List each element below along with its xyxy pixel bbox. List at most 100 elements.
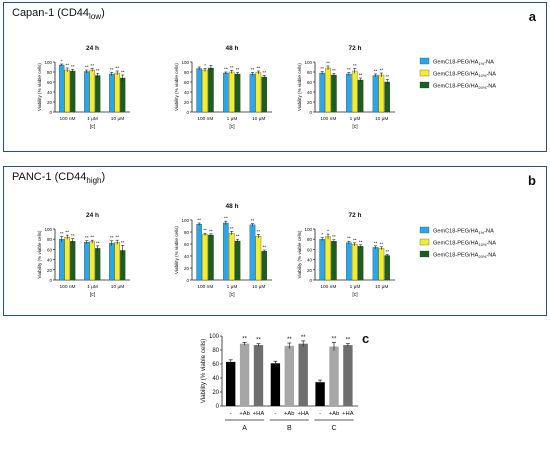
y-tick-label: 80 <box>307 237 313 242</box>
significance-label: ** <box>209 228 213 234</box>
y-tick-label: 80 <box>47 237 53 242</box>
legend-swatch <box>419 69 430 77</box>
panel-b-title: PANC-1 (CD44high) <box>12 171 106 186</box>
significance-label: ** <box>236 234 240 240</box>
bar <box>249 73 256 113</box>
bar <box>64 69 70 113</box>
significance-label: ** <box>230 226 234 232</box>
legend-panel-b: GemC18-PEG/HA1%-NA GemC18-PEG/HA10%-NA Gem… <box>419 226 496 259</box>
significance-label: ** <box>230 65 234 71</box>
significance-label: ** <box>287 337 292 343</box>
significance-label: ** <box>224 216 228 222</box>
bar <box>372 75 379 113</box>
legend-label: GemC18-PEG/HA10%-NA <box>433 72 496 79</box>
bar <box>84 242 90 281</box>
significance-label: ** <box>85 235 89 241</box>
bar <box>70 241 76 281</box>
bar <box>228 71 235 113</box>
x-tick-label: 10 μM <box>375 116 388 122</box>
bar <box>357 79 364 113</box>
significance-label: ** <box>332 234 336 240</box>
bar <box>343 345 353 406</box>
significance-label: ** <box>90 235 94 241</box>
bar <box>239 343 250 406</box>
x-tick-label: 1 μM <box>87 284 98 290</box>
bar <box>223 222 229 281</box>
y-tick-label: 60 <box>307 80 313 85</box>
y-axis-label: Viability (% viable cells) <box>200 339 207 404</box>
legend-swatch <box>419 250 430 258</box>
panel-a-label: a <box>528 9 536 24</box>
y-tick-label: 20 <box>47 100 53 105</box>
y-tick-label: 100 <box>181 60 189 65</box>
y-tick-label: 80 <box>47 70 53 75</box>
bar <box>384 81 391 113</box>
y-tick-label: 100 <box>44 227 52 232</box>
y-tick-label: 60 <box>47 247 53 252</box>
bar <box>109 243 115 281</box>
x-tick-label: 100 nM <box>197 284 213 290</box>
bar <box>346 242 352 281</box>
bar <box>298 343 308 406</box>
bar <box>325 67 331 113</box>
legend-label: GemC18-PEG/HA1%-NA <box>433 229 494 236</box>
bar <box>202 234 208 281</box>
x-tick-label: 1 μM <box>227 116 238 122</box>
significance-label: ** <box>60 231 64 237</box>
bar <box>208 234 214 281</box>
significance-label: ** <box>326 61 330 67</box>
chart-b48: 0 20 40 60 80 100 48 h Viability (% viable cell… <box>174 203 272 298</box>
significance-label: ** <box>242 336 247 342</box>
x-tick-label: 1 μM <box>87 116 98 122</box>
significance-label: ** <box>110 67 114 73</box>
bar <box>351 70 358 113</box>
y-tick-label: 60 <box>184 242 190 247</box>
chart-a48: 0 20 40 60 80 100 48 h Viability (% viable cell… <box>174 45 272 130</box>
x-axis-label: [c] <box>229 292 235 298</box>
x-tick-label: 100 nM <box>320 284 336 290</box>
significance-label: ** <box>65 63 69 69</box>
significance-label: ** <box>197 218 201 224</box>
y-tick-label: 20 <box>184 266 190 271</box>
significance-label: ** <box>110 235 114 241</box>
significance-label: * <box>321 232 323 238</box>
legend-label: GemC18-PEG/HA10%-NA <box>433 241 496 248</box>
bar <box>319 72 325 113</box>
significance-label: ** <box>65 230 69 236</box>
bar <box>59 239 65 281</box>
bar <box>378 248 385 281</box>
y-tick-label: 100 <box>181 218 189 223</box>
significance-label: ** <box>121 70 125 76</box>
significance-label: * <box>61 59 63 65</box>
significance-label: ** <box>301 335 306 341</box>
significance-label: ** <box>251 67 255 73</box>
significance-label: ** <box>121 240 125 246</box>
significance-label: ** <box>353 237 357 243</box>
y-tick-label: 40 <box>184 254 190 259</box>
bar <box>325 236 331 281</box>
x-tick-label: +Ab <box>329 411 339 417</box>
x-tick-label: +HA <box>253 411 265 417</box>
bar <box>89 241 95 281</box>
chart-a24: 0 20 40 60 80 100 24 h Viability (% viable cell… <box>37 45 130 130</box>
bar <box>64 237 70 281</box>
x-axis-label: [c] <box>90 124 96 130</box>
significance-label: ** <box>385 74 389 80</box>
y-tick-label: 40 <box>47 258 53 263</box>
chart-title: 72 h <box>348 45 361 52</box>
bar <box>284 345 294 406</box>
y-tick-label: 60 <box>184 80 190 85</box>
y-tick-label: 20 <box>307 268 313 273</box>
bar <box>208 67 214 113</box>
x-axis-label: [c] <box>90 292 96 298</box>
bar <box>95 248 101 281</box>
bar <box>109 73 115 113</box>
y-axis-label: Viability (% viable cells) <box>297 63 302 111</box>
bar <box>253 345 264 406</box>
x-tick-label: 100 nM <box>197 116 213 122</box>
significance-label: ** <box>85 65 89 71</box>
legend-label: GemC18-PEG/HA1%-NA <box>433 60 494 67</box>
x-tick-label: +Ab <box>239 411 249 417</box>
